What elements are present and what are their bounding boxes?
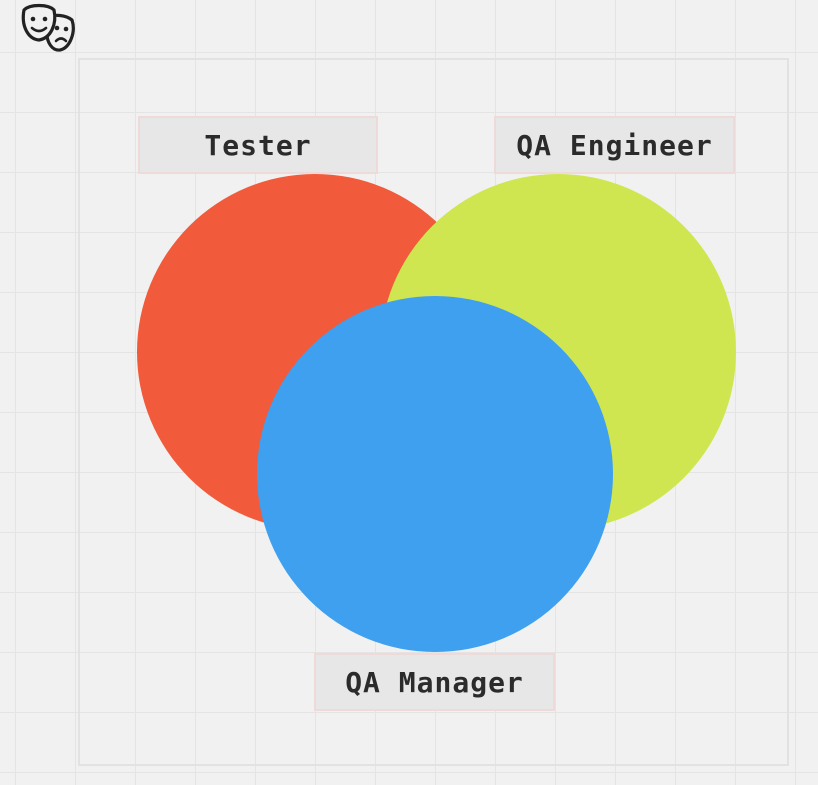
theater-masks-icon[interactable]	[20, 2, 76, 54]
tester-label[interactable]: Tester	[138, 116, 378, 174]
qa-manager-label[interactable]: QA Manager	[314, 653, 555, 711]
qa-manager-circle[interactable]	[257, 296, 613, 652]
qa-engineer-label[interactable]: QA Engineer	[494, 116, 735, 174]
diagram-frame	[78, 58, 789, 766]
